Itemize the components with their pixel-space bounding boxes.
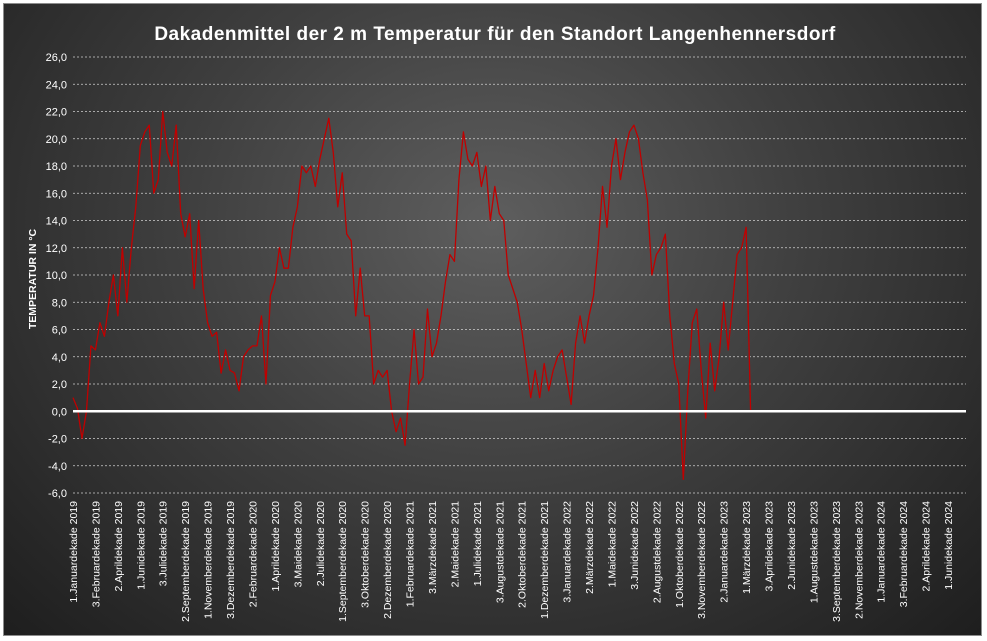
x-tick-label: 3.Dezemberdekade 2019 — [225, 501, 237, 619]
y-tick-label: 8,0 — [52, 297, 67, 309]
x-tick-label: 1.Maidekade 2022 — [606, 501, 618, 588]
x-tick-label: 2.Augustdekade 2022 — [651, 501, 663, 603]
gridlines — [73, 56, 966, 494]
data-series — [72, 110, 966, 481]
x-tick-label: 1.Februardekade 2021 — [405, 501, 417, 607]
chart-area: Dakadenmittel der 2 m Temperatur für den… — [3, 3, 982, 636]
y-axis-ticks: -6,0 -4,0 -2,0 0,0 2,0 4,0 6,0 8,0 10,0 12,0 14,0 1… — [46, 52, 67, 500]
x-tick-label: 3.Septemberdekade 2023 — [831, 501, 843, 622]
x-tick-label: 2.Dezemberdekade 2020 — [382, 501, 394, 619]
x-tick-label: 2.Januardekade 2023 — [719, 501, 731, 603]
x-tick-label: 3.Novemberdekade 2022 — [696, 501, 708, 619]
series-line — [72, 110, 966, 481]
x-tick-label: 2.Maidekade 2021 — [449, 501, 461, 588]
y-tick-label: 26,0 — [46, 52, 67, 64]
y-tick-label: 20,0 — [46, 134, 67, 146]
x-tick-label: 3.Maidekade 2020 — [292, 501, 304, 588]
x-tick-label: 2.Märzdekade 2022 — [584, 501, 596, 594]
x-tick-label: 2.Oktoberdekade 2021 — [517, 501, 529, 608]
x-tick-label: 1.Januardekade 2019 — [68, 501, 80, 603]
x-tick-label: 2.Septemberdekade 2019 — [180, 501, 192, 622]
x-tick-label: 3.Februardekade 2019 — [90, 501, 102, 607]
x-tick-label: 3.Junidekade 2022 — [629, 501, 641, 590]
x-tick-label: 3.Aprildekade 2023 — [764, 501, 776, 592]
x-tick-label: 1.Aprildekade 2020 — [270, 501, 282, 592]
y-tick-label: -2,0 — [48, 434, 67, 446]
x-tick-label: 1.Märzdekade 2023 — [741, 501, 753, 594]
y-tick-label: 6,0 — [52, 325, 67, 337]
x-tick-label: 1.Dezemberdekade 2021 — [539, 501, 551, 619]
y-tick-label: -6,0 — [48, 488, 67, 500]
x-tick-label: 1.Oktoberdekade 2022 — [674, 501, 686, 608]
y-axis-label: TEMPERATUR IN °C — [27, 228, 39, 329]
x-tick-label: 3.Julidekade 2019 — [158, 501, 170, 586]
x-tick-label: 3.Februardekade 2024 — [898, 501, 910, 607]
y-tick-label: 4,0 — [52, 352, 67, 364]
x-tick-label: 3.Märzdekade 2021 — [427, 501, 439, 594]
x-tick-label: 1.Januardekade 2024 — [876, 501, 888, 603]
x-tick-label: 2.Junidekade 2023 — [786, 501, 798, 590]
x-tick-label: 1.Junidekade 2019 — [135, 501, 147, 590]
chart-title: Dakadenmittel der 2 m Temperatur für den… — [154, 24, 836, 45]
x-tick-label: 2.Aprildekade 2024 — [921, 501, 933, 592]
y-tick-label: 18,0 — [46, 161, 67, 173]
x-tick-label: 2.Februardekade 2020 — [247, 501, 259, 607]
chart-canvas: Dakadenmittel der 2 m Temperatur für den… — [27, 24, 966, 622]
x-tick-label: 3.Januardekade 2022 — [562, 501, 574, 603]
x-axis-ticks: 1.Januardekade 2019 3.Februardekade 2019 2… — [68, 501, 955, 622]
y-tick-label: -4,0 — [48, 461, 67, 473]
y-tick-label: 12,0 — [46, 243, 67, 255]
y-tick-label: 16,0 — [46, 188, 67, 200]
x-tick-label: 2.Novemberdekade 2023 — [853, 501, 865, 619]
x-tick-label: 1.Junidekade 2024 — [943, 501, 955, 590]
x-tick-label: 2.Aprildekade 2019 — [113, 501, 125, 592]
y-tick-label: 14,0 — [46, 216, 67, 228]
y-tick-label: 10,0 — [46, 270, 67, 282]
x-tick-label: 1.Novemberdekade 2019 — [203, 501, 215, 619]
x-tick-label: 1.Julidekade 2021 — [472, 501, 484, 586]
y-tick-label: 24,0 — [46, 79, 67, 91]
x-tick-label: 3.Augustdekade 2021 — [494, 501, 506, 603]
y-tick-label: 22,0 — [46, 107, 67, 119]
y-tick-label: 0,0 — [52, 406, 67, 418]
x-tick-label: 3.Oktoberdekade 2020 — [360, 501, 372, 608]
x-tick-label: 1.Augustdekade 2023 — [808, 501, 820, 603]
x-tick-label: 2.Julidekade 2020 — [315, 501, 327, 586]
x-tick-label: 1.Septemberdekade 2020 — [337, 501, 349, 622]
y-tick-label: 2,0 — [52, 379, 67, 391]
